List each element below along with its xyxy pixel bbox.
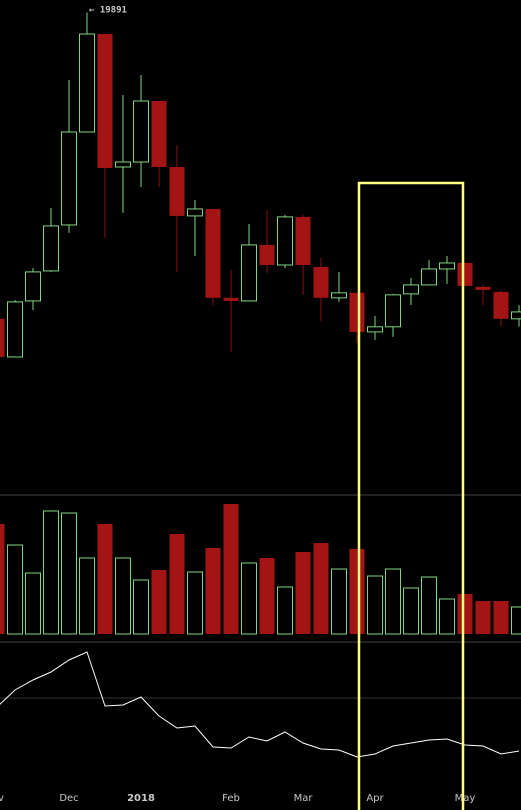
- volume-bar: [367, 575, 383, 635]
- volume-bar: [295, 552, 311, 634]
- candle-body: [61, 131, 77, 226]
- volume-bar: [79, 557, 95, 635]
- volume-bar: [241, 562, 257, 635]
- candle-body: [97, 33, 113, 168]
- volume-bar: [61, 512, 77, 635]
- annotation: ← 19891: [89, 6, 127, 16]
- volume-bar: [223, 504, 239, 634]
- candle-body: [457, 262, 473, 286]
- candle-body: [187, 208, 203, 217]
- x-tick-label: 2018: [127, 793, 155, 804]
- volume-bar: [313, 543, 329, 634]
- candle-body: [223, 297, 239, 301]
- volume-bar: [169, 534, 185, 634]
- volume-bar: [511, 606, 521, 635]
- candle-body: [475, 286, 491, 290]
- candle-body: [295, 216, 311, 265]
- volume-bar: [25, 572, 41, 635]
- volume-bar: [115, 557, 131, 635]
- x-tick-label: v: [0, 793, 4, 804]
- candle-body: [43, 225, 59, 272]
- candle-body: [151, 100, 167, 167]
- x-tick-label: Feb: [222, 793, 240, 804]
- candle-body: [367, 326, 383, 333]
- volume-bar: [97, 524, 113, 634]
- volume-bar: [151, 570, 167, 634]
- candle-body: [421, 268, 437, 286]
- volume-bar: [457, 594, 473, 634]
- x-tick-label: Dec: [59, 793, 78, 804]
- candle-body: [115, 161, 131, 168]
- candle-body: [511, 311, 521, 320]
- x-tick-label: Mar: [294, 793, 314, 804]
- candle-body: [403, 284, 419, 295]
- indicator-line: [0, 651, 520, 758]
- candle-body: [259, 244, 275, 265]
- volume-bar: [43, 510, 59, 635]
- candle-body: [493, 291, 509, 319]
- volume-bar: [331, 568, 347, 635]
- volume-bar: [259, 558, 275, 634]
- candle-body: [385, 294, 401, 328]
- candle-body: [313, 266, 329, 298]
- candle-body: [331, 292, 347, 299]
- volume-bar: [403, 587, 419, 635]
- candle-body: [79, 33, 95, 133]
- volume-bar: [277, 586, 293, 635]
- volume-bar: [205, 548, 221, 634]
- volume-bar: [7, 544, 23, 635]
- volume-bar: [439, 598, 455, 635]
- volume-bar: [0, 524, 5, 634]
- volume-bar: [133, 579, 149, 635]
- volume-bar: [421, 576, 437, 635]
- highlight-box: [357, 181, 465, 810]
- volume-bar: [349, 549, 365, 634]
- candle-body: [277, 216, 293, 266]
- x-tick-label: Apr: [366, 793, 384, 804]
- x-tick-label: May: [455, 793, 476, 804]
- candle-body: [7, 301, 23, 358]
- volume-bar: [385, 568, 401, 635]
- volume-bar: [187, 571, 203, 635]
- candle-body: [133, 100, 149, 163]
- candle-body: [205, 208, 221, 298]
- candle-body: [349, 292, 365, 332]
- candle-body: [169, 166, 185, 216]
- candle-body: [439, 262, 455, 270]
- volume-bar: [475, 601, 491, 634]
- candle-body: [25, 271, 41, 302]
- volume-bar: [493, 601, 509, 634]
- candle-body: [0, 318, 5, 357]
- candle-body: [241, 244, 257, 302]
